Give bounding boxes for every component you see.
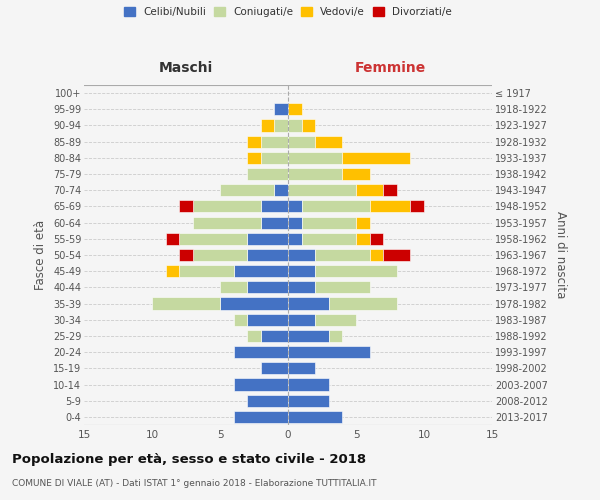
Bar <box>247 136 261 147</box>
Bar <box>315 265 397 278</box>
Bar <box>261 200 288 212</box>
Bar <box>261 136 288 147</box>
Bar <box>288 168 343 180</box>
Text: Popolazione per età, sesso e stato civile - 2018: Popolazione per età, sesso e stato civil… <box>12 452 366 466</box>
Bar <box>329 298 397 310</box>
Bar <box>288 184 356 196</box>
Bar <box>302 200 370 212</box>
Y-axis label: Anni di nascita: Anni di nascita <box>554 212 567 298</box>
Bar <box>288 136 315 147</box>
Bar <box>288 411 343 423</box>
Bar <box>193 200 261 212</box>
Bar <box>288 346 370 358</box>
Bar <box>410 200 424 212</box>
Bar <box>261 216 288 228</box>
Bar <box>247 282 288 294</box>
Bar <box>179 249 193 261</box>
Bar <box>288 152 343 164</box>
Bar <box>356 232 370 245</box>
Bar <box>302 120 315 132</box>
Bar <box>261 330 288 342</box>
Bar <box>302 216 356 228</box>
Bar <box>302 232 356 245</box>
Bar <box>179 232 247 245</box>
Bar <box>166 265 179 278</box>
Bar <box>315 136 343 147</box>
Bar <box>247 394 288 407</box>
Bar <box>288 265 315 278</box>
Bar <box>370 249 383 261</box>
Bar <box>220 298 288 310</box>
Bar <box>288 330 329 342</box>
Bar <box>315 314 356 326</box>
Bar <box>179 265 233 278</box>
Bar <box>288 200 302 212</box>
Bar <box>152 298 220 310</box>
Text: COMUNE DI VIALE (AT) - Dati ISTAT 1° gennaio 2018 - Elaborazione TUTTITALIA.IT: COMUNE DI VIALE (AT) - Dati ISTAT 1° gen… <box>12 479 377 488</box>
Bar <box>233 265 288 278</box>
Bar <box>261 120 274 132</box>
Bar <box>288 298 329 310</box>
Bar <box>370 200 410 212</box>
Bar <box>233 314 247 326</box>
Bar <box>193 249 247 261</box>
Bar <box>233 411 288 423</box>
Bar <box>288 249 315 261</box>
Bar <box>343 168 370 180</box>
Bar <box>247 330 261 342</box>
Bar <box>288 282 315 294</box>
Bar <box>193 216 261 228</box>
Bar <box>247 232 288 245</box>
Bar <box>288 120 302 132</box>
Bar <box>383 249 410 261</box>
Bar <box>288 394 329 407</box>
Bar <box>166 232 179 245</box>
Bar <box>261 362 288 374</box>
Bar <box>329 330 343 342</box>
Bar <box>274 184 288 196</box>
Bar <box>274 103 288 116</box>
Bar <box>288 314 315 326</box>
Bar <box>220 282 247 294</box>
Bar <box>247 168 288 180</box>
Legend: Celibi/Nubili, Coniugati/e, Vedovi/e, Divorziati/e: Celibi/Nubili, Coniugati/e, Vedovi/e, Di… <box>122 5 454 20</box>
Bar <box>315 249 370 261</box>
Bar <box>356 216 370 228</box>
Text: Femmine: Femmine <box>355 62 425 76</box>
Bar <box>247 314 288 326</box>
Bar <box>288 103 302 116</box>
Bar <box>261 152 288 164</box>
Bar <box>247 152 261 164</box>
Bar <box>356 184 383 196</box>
Bar <box>288 378 329 390</box>
Bar <box>288 362 315 374</box>
Bar <box>274 120 288 132</box>
Bar <box>383 184 397 196</box>
Bar <box>370 232 383 245</box>
Bar <box>288 232 302 245</box>
Bar <box>247 249 288 261</box>
Bar <box>315 282 370 294</box>
Bar <box>220 184 274 196</box>
Bar <box>288 216 302 228</box>
Bar <box>343 152 410 164</box>
Bar <box>179 200 193 212</box>
Text: Maschi: Maschi <box>159 62 213 76</box>
Y-axis label: Fasce di età: Fasce di età <box>34 220 47 290</box>
Bar <box>233 346 288 358</box>
Bar <box>233 378 288 390</box>
